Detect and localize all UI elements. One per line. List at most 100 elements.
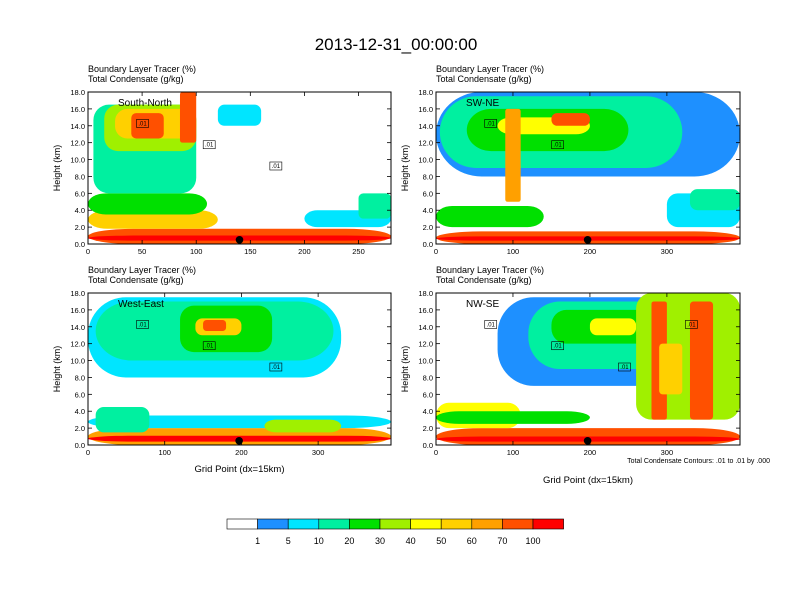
colorbar-swatch	[471, 518, 503, 530]
colorbar-swatch	[318, 518, 350, 530]
x-tick-label: 0	[86, 247, 90, 256]
panel-sw-ne: Boundary Layer Tracer (%)Total Condensat…	[400, 64, 741, 256]
contour-label-box	[484, 320, 498, 329]
contour-label-box	[685, 320, 698, 329]
y-axis-label: Height (km)	[400, 145, 410, 192]
colorbar-swatch	[440, 518, 473, 530]
field	[436, 293, 740, 445]
colorbar-swatch	[287, 518, 320, 530]
y-tick-label: 4.0	[75, 407, 85, 416]
field-blob	[689, 301, 714, 420]
location-marker	[583, 235, 592, 244]
figure-title: 2013-12-31_00:00:00	[315, 35, 478, 54]
y-tick-label: 0.0	[423, 240, 433, 249]
x-tick-label: 200	[235, 448, 248, 457]
y-tick-label: 16.0	[418, 306, 433, 315]
contour-label-box	[202, 140, 216, 150]
header-line-1: Boundary Layer Tracer (%)	[88, 265, 196, 275]
field	[436, 92, 740, 244]
y-axis-label: Height (km)	[400, 346, 410, 393]
contour-label: .01	[487, 322, 496, 328]
header-line-2: Total Condensate (g/kg)	[436, 74, 532, 84]
y-tick-label: 8.0	[423, 172, 433, 181]
y-tick-label: 4.0	[75, 206, 85, 215]
field-blob	[505, 108, 521, 202]
panel-nw-se: Boundary Layer Tracer (%)Total Condensat…	[400, 265, 741, 486]
y-tick-label: 14.0	[418, 122, 433, 131]
colorbar-swatch	[226, 518, 258, 530]
y-tick-label: 10.0	[70, 156, 85, 165]
contour-label: .01	[553, 143, 562, 149]
y-tick-label: 18.0	[70, 88, 85, 97]
x-tick-label: 300	[661, 448, 674, 457]
panel-west-east: Boundary Layer Tracer (%)Total Condensat…	[52, 265, 392, 475]
contour-label: .01	[138, 121, 147, 127]
y-tick-label: 6.0	[75, 189, 85, 198]
y-tick-label: 6.0	[75, 390, 85, 399]
contour-label-box	[269, 362, 283, 372]
field-blob	[689, 189, 740, 211]
colorbar-label: 40	[406, 536, 416, 546]
y-tick-label: 14.0	[70, 122, 85, 131]
y-tick-label: 10.0	[418, 357, 433, 366]
contour-label-box	[484, 119, 498, 128]
y-axis-label: Height (km)	[52, 145, 62, 192]
y-tick-label: 0.0	[75, 441, 85, 450]
x-tick-label: 0	[434, 247, 438, 256]
contour-label-box	[202, 341, 216, 351]
x-tick-label: 0	[434, 448, 438, 457]
y-tick-label: 8.0	[75, 373, 85, 382]
colorbar-swatch	[349, 518, 381, 530]
y-tick-label: 10.0	[418, 156, 433, 165]
colorbar-swatch	[379, 518, 411, 530]
x-tick-label: 150	[244, 247, 257, 256]
y-tick-label: 2.0	[75, 223, 85, 232]
colorbar-label: 70	[497, 536, 507, 546]
plot-frame	[435, 292, 741, 446]
y-tick-label: 14.0	[70, 323, 85, 332]
location-marker	[235, 235, 244, 244]
header-line-2: Total Condensate (g/kg)	[88, 275, 184, 285]
x-tick-label: 0	[86, 448, 90, 457]
y-tick-label: 6.0	[423, 390, 433, 399]
header-line-2: Total Condensate (g/kg)	[88, 74, 184, 84]
x-tick-label: 50	[138, 247, 146, 256]
field-blob	[131, 113, 164, 139]
colorbar-label: 100	[525, 536, 540, 546]
y-tick-label: 0.0	[423, 441, 433, 450]
contour-label: .01	[487, 121, 496, 127]
x-tick-label: 250	[352, 247, 365, 256]
colorbar-label: 5	[286, 536, 291, 546]
x-axis-label: Grid Point (dx=15km)	[194, 464, 284, 475]
y-tick-label: 16.0	[70, 306, 85, 315]
panel-label: West-East	[118, 299, 164, 310]
x-tick-label: 100	[190, 247, 203, 256]
y-tick-label: 16.0	[418, 105, 433, 114]
contour-label-box	[551, 341, 564, 351]
field-blob	[217, 104, 262, 126]
y-tick-label: 16.0	[70, 105, 85, 114]
colorbar-swatch	[502, 518, 534, 530]
contour-label-box	[551, 140, 564, 150]
colorbar-label: 20	[344, 536, 354, 546]
field-blob	[589, 318, 637, 336]
y-axis-label: Height (km)	[52, 346, 62, 393]
x-tick-label: 300	[661, 247, 674, 256]
y-tick-label: 0.0	[75, 240, 85, 249]
y-tick-label: 2.0	[423, 424, 433, 433]
plot-frame	[435, 91, 741, 245]
field-blob	[88, 193, 208, 215]
colorbar: 1 5 10 20 30 40 50 60 70 100	[226, 518, 564, 546]
colorbar-label: 50	[436, 536, 446, 546]
x-axis-label: Grid Point (dx=15km)	[543, 475, 633, 486]
y-tick-label: 18.0	[418, 88, 433, 97]
x-tick-label: 200	[584, 247, 597, 256]
x-tick-label: 100	[158, 448, 171, 457]
colorbar-swatch	[410, 518, 442, 530]
colorbar-swatch	[257, 518, 289, 530]
y-tick-label: 8.0	[423, 373, 433, 382]
y-tick-label: 8.0	[75, 172, 85, 181]
contour-label-box	[269, 161, 283, 171]
plot-frame	[87, 292, 392, 446]
plot-frame	[87, 91, 392, 245]
